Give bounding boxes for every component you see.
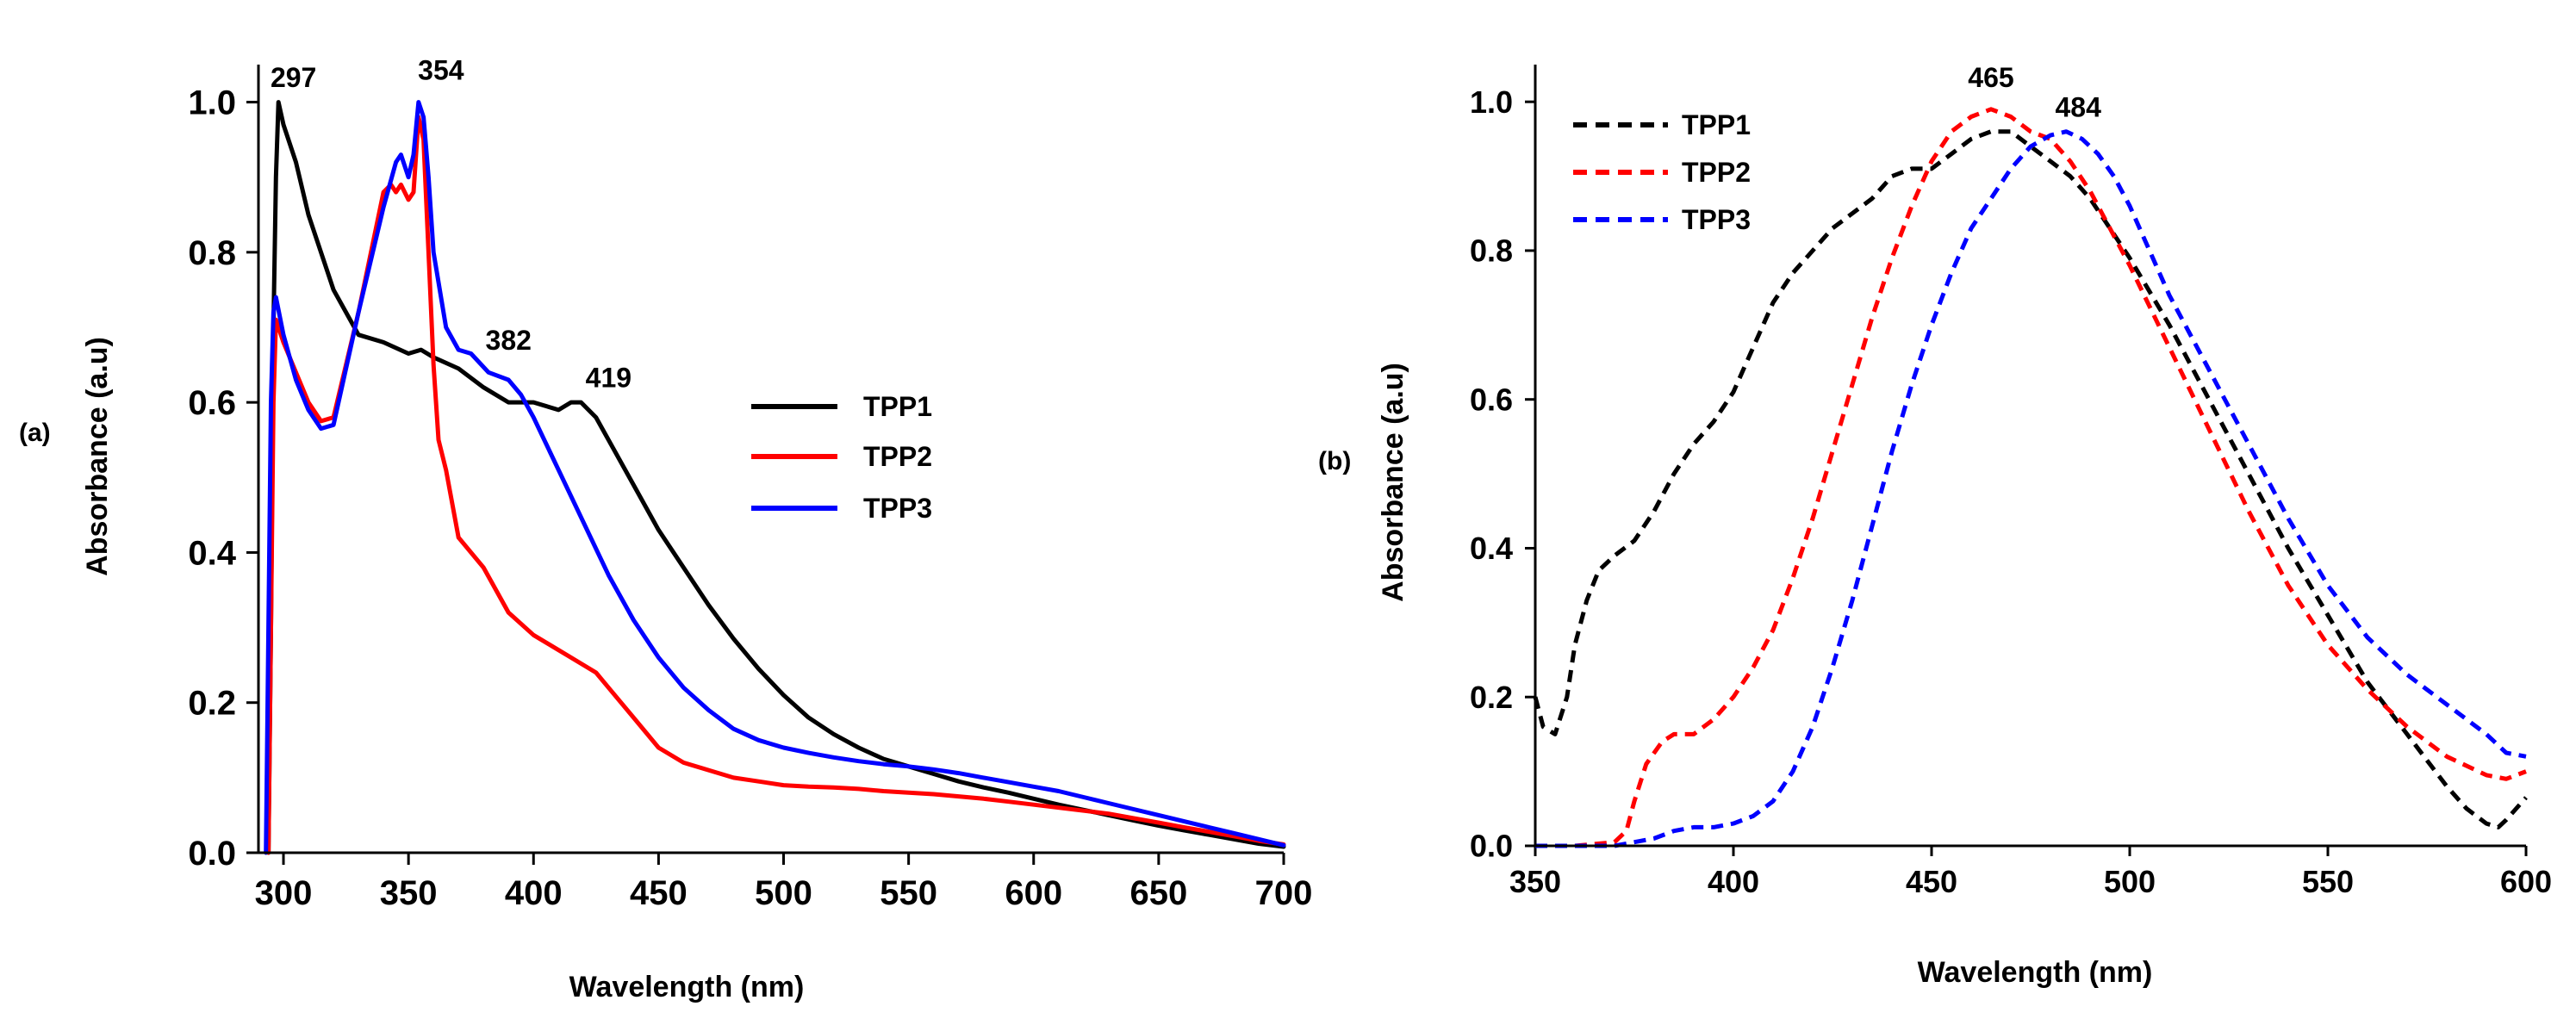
panel-a-ytick-labels: 0.0 0.2 0.4 0.6 0.8 1.0: [188, 84, 236, 873]
panel-b-ylabel: Absorbance (a.u): [1377, 363, 1409, 602]
panel-b-ytick-label: 0.8: [1470, 233, 1513, 269]
panel-b-xtick-label: 550: [2302, 864, 2354, 899]
panel-b-ytick-label: 0.4: [1470, 531, 1513, 566]
panel-a-axes: [257, 65, 1284, 854]
panel-b-xtick-labels: 350 400 450 500 550 600: [1509, 864, 2552, 899]
panel-a-xtick-label: 600: [1005, 874, 1062, 912]
panel-a-peak-label-419: 419: [586, 363, 632, 394]
panel-a-xtick-label: 550: [880, 874, 937, 912]
panel-b-legend: TPP1 TPP2 TPP3: [1573, 109, 1751, 235]
panel-a-xlabel: Wavelength (nm): [569, 971, 805, 1003]
panel-a-xtick-label: 400: [505, 874, 563, 912]
panel-b-ytick-label: 0.2: [1470, 680, 1513, 715]
panel-a-peak-label-382: 382: [486, 325, 532, 356]
panel-b-xtick-label: 350: [1509, 864, 1561, 899]
legend-a-tpp1-label: TPP1: [863, 391, 932, 422]
panel-b-xtick-label: 500: [2104, 864, 2156, 899]
panel-a-ytick-label: 0.4: [188, 534, 236, 572]
panel-a-series: [264, 100, 1286, 855]
panel-a-xtick-label: 300: [255, 874, 313, 912]
panel-a-peak-label-354: 354: [418, 54, 464, 85]
panel-a-ytick-label: 0.8: [188, 234, 236, 272]
panel-a-ytick-label: 0.0: [188, 835, 236, 873]
panel-a-xtick-labels: 300 350 400 450 500 550 600 650 700: [255, 874, 1313, 912]
panel-a-xtick-label: 500: [755, 874, 812, 912]
panel-a-xtick-label: 350: [380, 874, 438, 912]
panel-b-tick-marks: [1525, 100, 2528, 856]
panel-b-label: (b): [1318, 447, 1351, 475]
panel-b-axes: [1534, 65, 2526, 848]
panel-a-legend: TPP1 TPP2 TPP3: [751, 391, 932, 524]
panel-a-ytick-label: 1.0: [188, 84, 236, 122]
panel-a-ylabel: Absorbance (a.u): [81, 337, 114, 576]
panel-b-series: [1533, 107, 2528, 848]
panel-b-xlabel: Wavelength (nm): [1918, 956, 2153, 989]
panel-b-ytick-label: 0.0: [1470, 829, 1513, 864]
panel-b-ytick-labels: 0.0 0.2 0.4 0.6 0.8 1.0: [1470, 84, 1513, 864]
panel-b-ytick-label: 0.6: [1470, 382, 1513, 417]
panel-b-xtick-label: 600: [2500, 864, 2552, 899]
panel-b-chart: (b) Absorbance (a.u) Wavelength (nm) 0.0…: [1318, 62, 2552, 989]
panel-a-series-tpp2: [266, 115, 1286, 855]
panel-a-series-tpp3: [264, 100, 1286, 855]
panel-b-series-tpp2: [1535, 107, 2527, 848]
panel-a-peak-label-297: 297: [271, 62, 316, 93]
panel-a-series-tpp1: [266, 100, 1286, 855]
panel-b-xtick-label: 450: [1906, 864, 1957, 899]
panel-b-series-tpp1: [1533, 129, 2528, 829]
panel-a-tick-marks: [246, 101, 1285, 865]
panel-a-xtick-label: 450: [630, 874, 688, 912]
panel-a-ytick-label: 0.2: [188, 685, 236, 723]
panel-b-peak-label-465: 465: [1968, 62, 2013, 93]
panel-a-annotations: 297 354 382 419: [271, 54, 632, 393]
panel-b-annotations: 465 484: [1968, 62, 2101, 123]
legend-b-tpp3-label: TPP3: [1682, 204, 1751, 235]
legend-a-tpp2-label: TPP2: [863, 441, 932, 472]
panel-b-series-tpp3: [1535, 129, 2527, 848]
legend-b-tpp1-label: TPP1: [1682, 109, 1751, 140]
panel-a-ytick-label: 0.6: [188, 384, 236, 422]
legend-b-tpp2-label: TPP2: [1682, 157, 1751, 188]
panel-a-xtick-label: 700: [1255, 874, 1313, 912]
panel-a-chart: (a) Absorbance (a.u) Wavelength (nm) 0.0…: [19, 54, 1312, 1003]
panel-b-peak-label-484: 484: [2056, 91, 2102, 122]
panel-a-label: (a): [19, 419, 51, 447]
panel-b-xtick-label: 400: [1708, 864, 1759, 899]
panel-b-ytick-label: 1.0: [1470, 84, 1513, 120]
panel-a-xtick-label: 650: [1130, 874, 1188, 912]
legend-a-tpp3-label: TPP3: [863, 493, 932, 524]
